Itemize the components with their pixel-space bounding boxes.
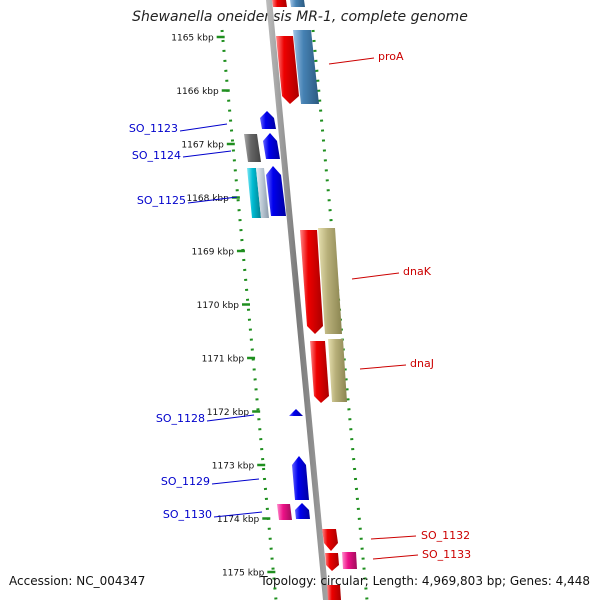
- genes-layer: [244, 0, 357, 600]
- gene-label-SO_1125[interactable]: SO_1125: [137, 194, 186, 207]
- ruler-tick-label: 1168 kbp: [186, 194, 229, 204]
- ruler-ticks: 1165 kbp 1166 kbp 1167 kbp 1168 kbp 1169 kbp…: [171, 34, 276, 579]
- gene-label-SO_1129[interactable]: SO_1129: [161, 475, 210, 488]
- ruler-tick-label: 1173 kbp: [212, 462, 255, 472]
- ruler-tick-label: 1167 kbp: [181, 141, 224, 151]
- gene-label-SO_1123[interactable]: SO_1123: [129, 122, 178, 135]
- gene-SO_1125-light[interactable]: [256, 168, 269, 218]
- gene-bottom-red[interactable]: [327, 585, 341, 600]
- gene-SO_1133-red[interactable]: [325, 553, 339, 571]
- gene-label-proA[interactable]: proA: [378, 50, 404, 63]
- ruler-tick-label: 1174 kbp: [217, 515, 260, 525]
- gene-red-dnaJ-left[interactable]: [310, 341, 329, 403]
- map-title: Shewanella oneidensis MR-1, complete gen…: [132, 9, 468, 25]
- gene-SO_1133[interactable]: [342, 552, 357, 569]
- gene-red-proA-left[interactable]: [276, 36, 299, 104]
- accession-text: Accession: NC_004347: [9, 574, 146, 588]
- gene-label-SO_1133[interactable]: SO_1133: [422, 548, 471, 561]
- ruler-tick-label: 1165 kbp: [171, 34, 214, 44]
- gene-top-blue[interactable]: [290, 0, 305, 7]
- ruler-tick-label: 1171 kbp: [202, 355, 245, 365]
- gene-label-SO_1130[interactable]: SO_1130: [163, 508, 212, 521]
- gene-label-dnaJ[interactable]: dnaJ: [410, 357, 434, 370]
- leader-lines: [179, 57, 419, 560]
- gene-label-SO_1128[interactable]: SO_1128: [156, 412, 205, 425]
- gene-top-red[interactable]: [272, 0, 287, 7]
- gene-SO_1125-cyan[interactable]: [247, 168, 261, 218]
- gene-SO_1124-gray[interactable]: [244, 134, 261, 162]
- gene-SO_1123[interactable]: [260, 111, 276, 129]
- ruler-tick-label: 1172 kbp: [207, 408, 250, 418]
- gene-dnaJ[interactable]: [328, 339, 347, 402]
- gene-proA[interactable]: [293, 30, 319, 104]
- gene-SO_1125[interactable]: [266, 166, 286, 216]
- gene-SO_1124[interactable]: [263, 133, 280, 159]
- ruler-tick-label: 1166 kbp: [176, 87, 219, 97]
- gene-dnaK[interactable]: [318, 228, 342, 334]
- gene-SO_1130-magenta[interactable]: [277, 504, 292, 520]
- gene-SO_1132[interactable]: [322, 529, 338, 551]
- ruler-tick-label: 1170 kbp: [197, 301, 240, 311]
- gene-SO_1129[interactable]: [292, 456, 309, 500]
- gene-label-SO_1124[interactable]: SO_1124: [132, 149, 181, 162]
- gene-SO_1128[interactable]: [289, 409, 303, 416]
- gene-SO_1130[interactable]: [295, 503, 310, 519]
- ruler-tick-label: 1169 kbp: [192, 248, 235, 258]
- genome-backbone: [266, 0, 329, 600]
- ruler-tick-label: 1175 kbp: [222, 569, 265, 579]
- gene-label-SO_1132[interactable]: SO_1132: [421, 529, 470, 542]
- gene-label-dnaK[interactable]: dnaK: [403, 265, 432, 278]
- gene-red-dnaK-left[interactable]: [300, 230, 323, 334]
- genome-stats-text: Topology: circular; Length: 4,969,803 bp…: [260, 574, 590, 588]
